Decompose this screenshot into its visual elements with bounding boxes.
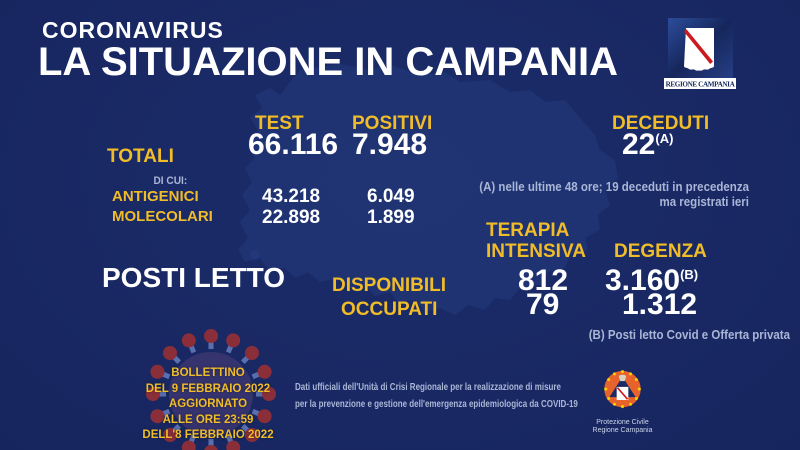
svg-text:REGIONE CAMPANIA: REGIONE CAMPANIA [666, 80, 736, 88]
